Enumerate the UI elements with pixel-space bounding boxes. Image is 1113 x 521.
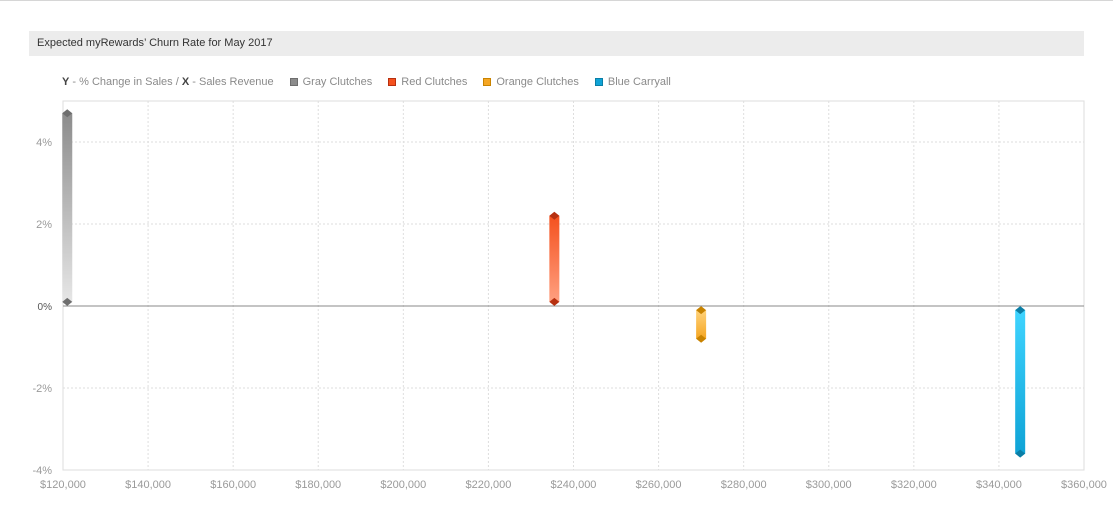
chart-title-bar: Expected myRewards’ Churn Rate for May 2…	[29, 31, 1084, 56]
y-tick-label: 0%	[38, 302, 53, 313]
legend-label-orange: Orange Clutches	[496, 76, 579, 88]
legend-label-gray: Gray Clutches	[302, 76, 373, 88]
range-bar-red-clutches[interactable]	[549, 215, 560, 302]
x-tick-label: $340,000	[976, 479, 1022, 491]
top-divider	[0, 0, 1113, 1]
grid-lines	[62, 101, 1085, 471]
x-tick-label: $200,000	[380, 479, 426, 491]
x-axis-ticks: $120,000 $140,000 $160,000 $180,000 $200,000…	[40, 479, 1107, 491]
x-tick-label: $260,000	[636, 479, 682, 491]
y-tick-label: -4%	[32, 465, 52, 477]
legend-swatch-orange	[483, 78, 492, 86]
range-bar-blue-carryall[interactable]	[1015, 310, 1026, 454]
axis-note-y-text: - % Change in Sales /	[69, 76, 182, 88]
x-tick-label: $220,000	[465, 479, 511, 491]
y-tick-label: 2%	[36, 219, 52, 231]
axis-note: Y - % Change in Sales / X - Sales Revenu…	[62, 76, 274, 88]
y-tick-label: -2%	[32, 383, 52, 395]
axis-note-y-key: Y	[62, 76, 70, 88]
range-bars	[62, 109, 1026, 458]
legend-item-red-clutches[interactable]: Red Clutches	[388, 76, 467, 88]
legend-item-gray-clutches[interactable]: Gray Clutches	[289, 76, 373, 88]
x-tick-label: $160,000	[210, 479, 256, 491]
axis-note-x-key: X	[181, 76, 190, 88]
legend-item-blue-carryall[interactable]: Blue Carryall	[594, 76, 671, 88]
x-tick-label: $300,000	[806, 479, 852, 491]
range-high-marker[interactable]	[62, 109, 73, 118]
x-tick-label: $240,000	[551, 479, 597, 491]
legend-swatch-gray	[289, 78, 298, 86]
chart-title: Expected myRewards’ Churn Rate for May 2…	[37, 37, 273, 49]
axis-note-x-text: - Sales Revenue	[189, 76, 274, 88]
range-low-marker[interactable]	[696, 334, 707, 343]
range-high-marker[interactable]	[1015, 306, 1026, 315]
legend-item-orange-clutches[interactable]: Orange Clutches	[483, 76, 579, 88]
legend-label-red: Red Clutches	[401, 76, 468, 88]
legend-swatch-red	[388, 78, 397, 86]
y-tick-label: 4%	[36, 137, 52, 149]
x-tick-label: $120,000	[40, 479, 86, 491]
range-high-marker[interactable]	[696, 306, 707, 315]
legend-label-blue: Blue Carryall	[607, 76, 671, 88]
x-tick-label: $280,000	[721, 479, 767, 491]
range-low-marker[interactable]	[62, 297, 73, 306]
range-low-marker[interactable]	[549, 297, 560, 306]
y-axis-ticks: 4% 2% 0% -2% -4%	[32, 137, 52, 477]
x-tick-label: $180,000	[295, 479, 341, 491]
x-tick-label: $360,000	[1061, 479, 1107, 491]
range-high-marker[interactable]	[549, 211, 560, 220]
legend: Y - % Change in Sales / X - Sales Revenu…	[62, 74, 687, 90]
range-low-marker[interactable]	[1015, 449, 1026, 458]
range-bar-gray-clutches[interactable]	[62, 113, 73, 302]
x-tick-label: $320,000	[891, 479, 937, 491]
legend-swatch-blue	[594, 78, 603, 86]
range-bar-orange-clutches[interactable]	[696, 310, 707, 339]
x-tick-label: $140,000	[125, 479, 171, 491]
